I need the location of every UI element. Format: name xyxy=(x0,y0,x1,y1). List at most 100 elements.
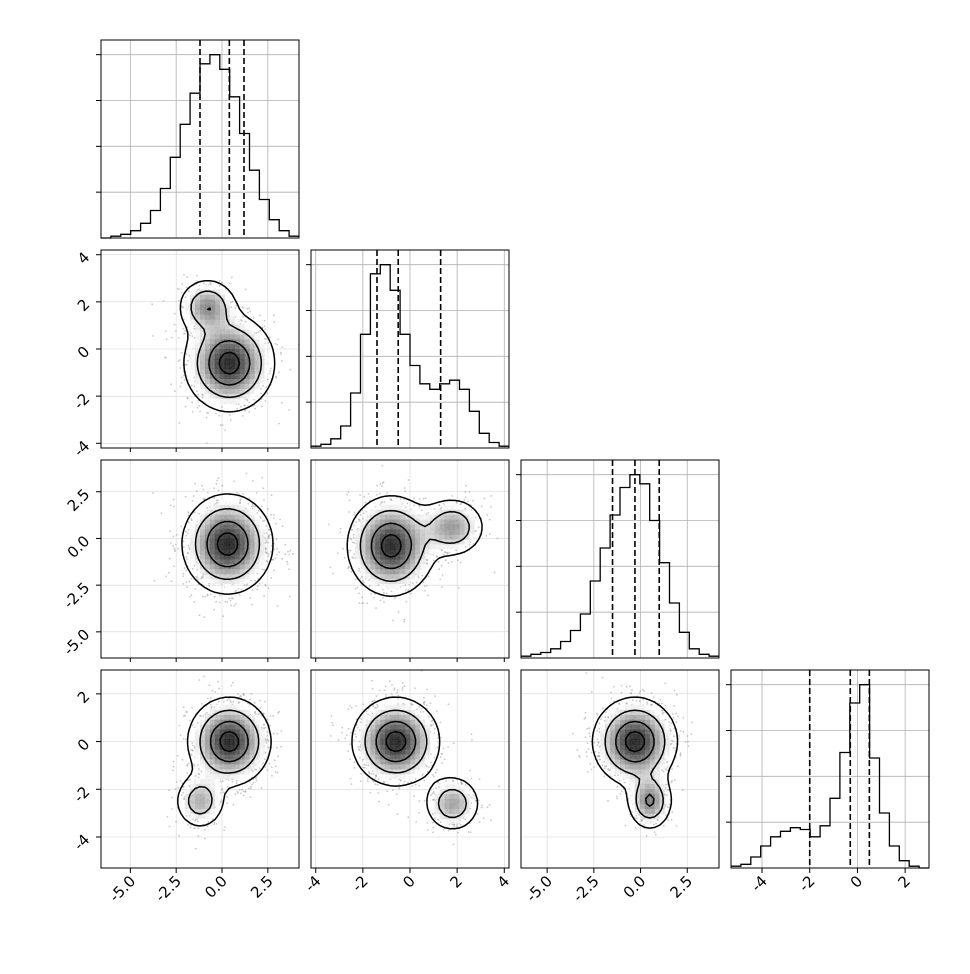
scatter-point xyxy=(187,360,189,362)
scatter-point xyxy=(173,536,175,538)
scatter-point xyxy=(215,413,217,415)
scatter-point xyxy=(403,621,405,623)
scatter-point xyxy=(183,738,185,740)
scatter-point xyxy=(248,787,250,789)
density-cell xyxy=(240,564,245,569)
density-cell xyxy=(235,344,240,349)
scatter-point xyxy=(230,600,232,602)
density-cell xyxy=(215,309,220,314)
scatter-point xyxy=(203,715,205,717)
scatter-point xyxy=(386,593,388,595)
scatter-point xyxy=(281,347,283,349)
scatter-point xyxy=(270,551,272,553)
scatter-point xyxy=(263,724,265,726)
scatter-point xyxy=(208,583,210,585)
scatter-point xyxy=(276,747,278,749)
scatter-point xyxy=(241,589,243,591)
scatter-point xyxy=(253,317,255,319)
density-cell xyxy=(445,519,450,524)
scatter-panel-0-1 xyxy=(101,250,300,459)
scatter-point xyxy=(274,759,276,761)
scatter-point xyxy=(264,584,266,586)
scatter-point xyxy=(217,499,219,501)
scatter-point xyxy=(203,489,205,491)
scatter-point xyxy=(208,585,210,587)
density-cell xyxy=(190,319,195,324)
density-cell xyxy=(195,564,200,569)
density-cell xyxy=(245,379,250,384)
scatter-point xyxy=(255,713,257,715)
scatter-point xyxy=(210,594,212,596)
scatter-point xyxy=(169,530,171,532)
density-cell xyxy=(200,549,205,554)
scatter-point xyxy=(179,289,181,291)
scatter-point xyxy=(191,385,193,387)
density-cell xyxy=(225,524,230,529)
scatter-point xyxy=(284,553,286,555)
density-cell xyxy=(460,544,465,549)
scatter-point xyxy=(258,331,260,333)
density-cell xyxy=(395,505,400,510)
density-cell xyxy=(230,569,235,574)
density-cell xyxy=(200,539,205,544)
density-cell xyxy=(385,529,390,534)
density-cell xyxy=(245,339,250,344)
scatter-point xyxy=(247,312,249,314)
density-cell xyxy=(190,359,195,364)
scatter-point xyxy=(203,676,205,678)
density-cell xyxy=(259,374,264,379)
scatter-point xyxy=(218,701,220,703)
scatter-point xyxy=(243,694,245,696)
scatter-point xyxy=(179,725,181,727)
scatter-point xyxy=(249,402,251,404)
scatter-point xyxy=(278,423,280,425)
scatter-point xyxy=(441,565,443,567)
scatter-point xyxy=(267,731,269,733)
density-cell xyxy=(435,529,440,534)
density-cell xyxy=(250,344,255,349)
scatter-point xyxy=(210,704,212,706)
scatter-point xyxy=(256,589,258,591)
scatter-point xyxy=(175,330,177,332)
scatter-point xyxy=(199,411,201,413)
scatter-point xyxy=(192,750,194,752)
scatter-point xyxy=(234,793,236,795)
density-cell xyxy=(210,549,215,554)
scatter-point xyxy=(233,804,235,806)
density-cell xyxy=(215,569,220,574)
scatter-point xyxy=(273,514,275,516)
scatter-point xyxy=(273,733,275,735)
scatter-point xyxy=(179,422,181,424)
density-cell xyxy=(440,544,445,549)
scatter-point xyxy=(231,685,233,687)
scatter-point xyxy=(458,587,460,589)
scatter-point xyxy=(201,703,203,705)
density-cell xyxy=(380,574,385,579)
scatter-point xyxy=(236,408,238,410)
scatter-point xyxy=(269,725,271,727)
histogram-step-line-2 xyxy=(521,475,719,657)
density-cell xyxy=(259,549,264,554)
scatter-point xyxy=(286,561,288,563)
scatter-point xyxy=(215,601,217,603)
scatter-point xyxy=(253,782,255,784)
scatter-point xyxy=(216,480,218,482)
density-cell xyxy=(205,295,210,300)
density-cell xyxy=(250,554,255,559)
scatter-point xyxy=(270,368,272,370)
histogram-panel-3 xyxy=(726,670,929,868)
density-cell xyxy=(259,379,264,384)
scatter-point xyxy=(348,491,350,493)
scatter-point xyxy=(192,745,194,747)
density-cell xyxy=(440,519,445,524)
scatter-point xyxy=(243,795,245,797)
density-cell xyxy=(370,519,375,524)
scatter-point xyxy=(455,549,457,551)
density-cell xyxy=(365,549,370,554)
scatter-point xyxy=(187,552,189,554)
density-cell xyxy=(464,510,469,515)
density-cell xyxy=(425,529,430,534)
scatter-point xyxy=(353,525,355,527)
density-cell xyxy=(420,539,425,544)
